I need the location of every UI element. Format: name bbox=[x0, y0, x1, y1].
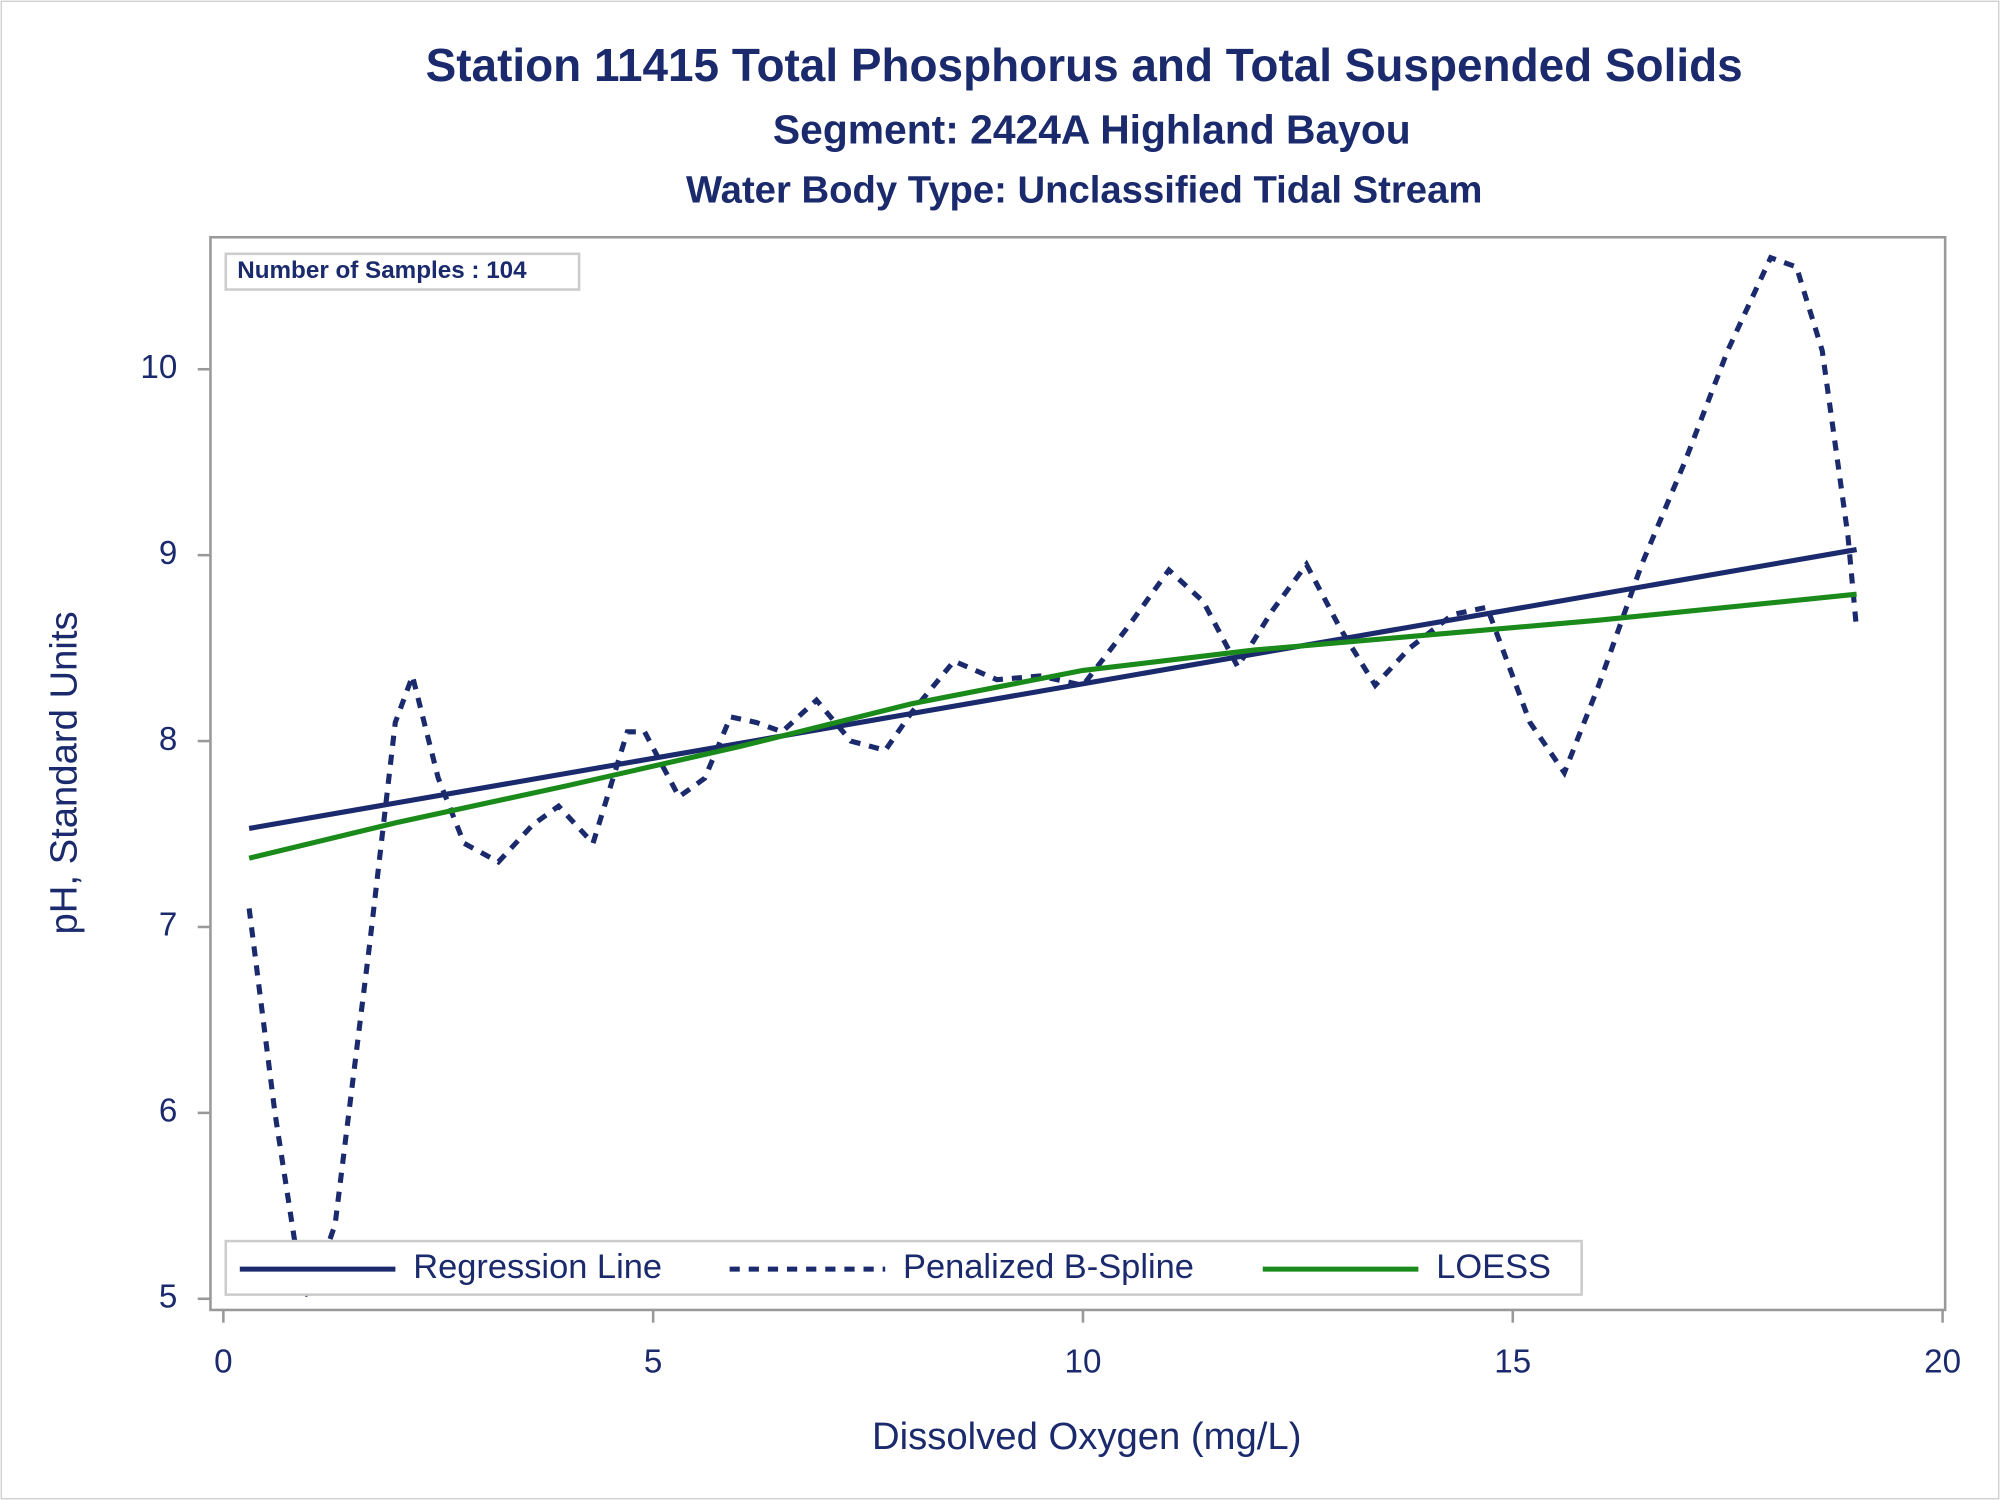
series-line bbox=[246, 254, 1860, 1306]
x-tick-label: 15 bbox=[1494, 1343, 1531, 1380]
y-tick-label: 9 bbox=[159, 535, 177, 572]
y-tick-label: 10 bbox=[140, 349, 177, 386]
y-tick-label: 5 bbox=[159, 1279, 177, 1316]
y-tick-label: 8 bbox=[159, 721, 177, 758]
chart-title: Station 11415 Total Phosphorus and Total… bbox=[426, 39, 1743, 91]
chart-subtitle: Water Body Type: Unclassified Tidal Stre… bbox=[686, 169, 1482, 212]
y-tick-label: 7 bbox=[159, 907, 177, 944]
x-tick-label: 10 bbox=[1065, 1343, 1102, 1380]
legend-label: Regression Line bbox=[413, 1248, 662, 1286]
x-axis-label: Dissolved Oxygen (mg/L) bbox=[872, 1415, 1301, 1458]
legend-label: Penalized B-Spline bbox=[903, 1248, 1194, 1286]
legend-label: LOESS bbox=[1436, 1248, 1551, 1286]
y-tick-label: 6 bbox=[159, 1093, 177, 1130]
plot-frame bbox=[209, 235, 1947, 1312]
series-line bbox=[248, 547, 1858, 831]
annotation-box bbox=[224, 252, 581, 291]
series-line bbox=[248, 591, 1857, 861]
x-tick-label: 5 bbox=[644, 1343, 662, 1380]
x-tick-label: 20 bbox=[1924, 1343, 1961, 1380]
chart-subtitle: Segment: 2424A Highland Bayou bbox=[773, 106, 1411, 152]
annotation: Number of Samples : 104 bbox=[237, 257, 527, 284]
x-tick-label: 0 bbox=[214, 1343, 232, 1380]
y-axis-label: pH, Standard Units bbox=[42, 611, 85, 934]
